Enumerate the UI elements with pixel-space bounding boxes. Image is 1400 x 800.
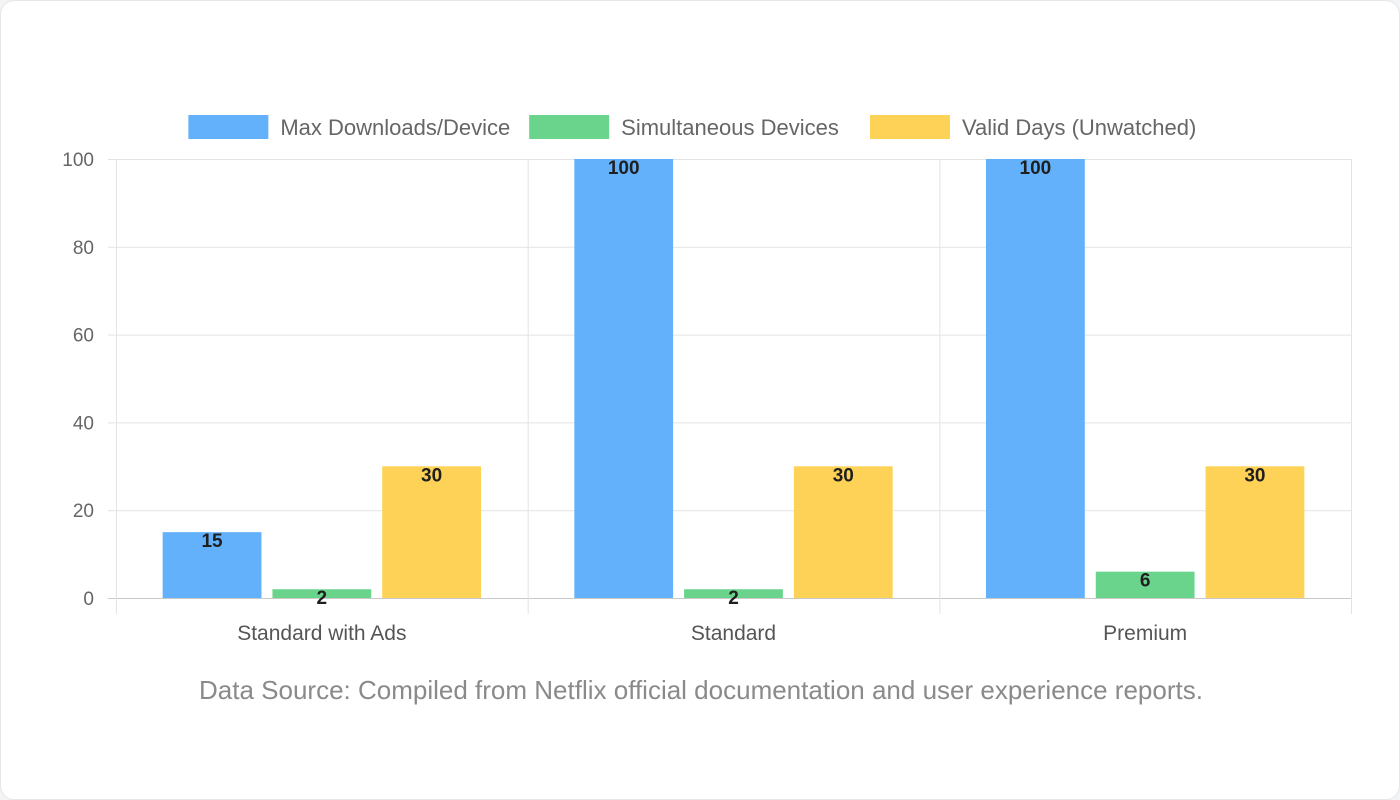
data-label: 30 bbox=[1244, 465, 1265, 486]
bar-simultaneous-devices-premium[interactable] bbox=[1095, 571, 1195, 598]
data-label: 15 bbox=[201, 531, 223, 552]
bar-simultaneous-devices-standard[interactable] bbox=[684, 589, 783, 598]
bar-max-downloads-device-standard[interactable] bbox=[574, 159, 674, 598]
bar-valid-days-unwatched-premium[interactable] bbox=[1205, 466, 1305, 598]
data-source-note: Data Source: Compiled from Netflix offic… bbox=[199, 675, 1203, 705]
y-axis-ticks: 0 20 40 60 80 100 bbox=[62, 150, 94, 610]
legend-label: Simultaneous Devices bbox=[621, 115, 839, 140]
legend-swatch bbox=[529, 115, 610, 139]
legend: Max Downloads/Device Simultaneous Devices… bbox=[188, 115, 1196, 140]
y-tick-label: 60 bbox=[73, 326, 94, 347]
bar-chart: 0 20 40 60 80 100 15 2 30 100 2 30 100 6 30 Standard … bbox=[62, 115, 1352, 645]
data-label: 30 bbox=[421, 465, 442, 486]
grid-lines bbox=[108, 159, 1352, 614]
x-tick-label: Standard with Ads bbox=[237, 622, 406, 645]
x-axis-ticks: Standard with Ads Standard Premium bbox=[237, 622, 1187, 645]
bar-valid-days-unwatched-standard-with-ads[interactable] bbox=[382, 466, 482, 598]
bar-max-downloads-device-standard-with-ads[interactable] bbox=[162, 532, 262, 598]
legend-item[interactable]: Max Downloads/Device bbox=[188, 115, 510, 140]
bar-simultaneous-devices-standard-with-ads[interactable] bbox=[272, 589, 372, 598]
x-tick-label: Standard bbox=[691, 622, 776, 645]
legend-item[interactable]: Simultaneous Devices bbox=[529, 115, 839, 140]
x-tick-label: Premium bbox=[1103, 622, 1187, 645]
data-label: 2 bbox=[728, 588, 739, 609]
legend-item[interactable]: Valid Days (Unwatched) bbox=[869, 115, 1196, 140]
y-tick-label: 80 bbox=[73, 238, 94, 259]
y-tick-label: 0 bbox=[83, 589, 94, 610]
data-label: 100 bbox=[1020, 158, 1052, 179]
data-label: 2 bbox=[317, 588, 328, 609]
bar-max-downloads-device-premium[interactable] bbox=[985, 159, 1085, 598]
legend-swatch bbox=[869, 115, 950, 139]
data-label: 30 bbox=[833, 465, 854, 486]
bars bbox=[162, 159, 1305, 598]
y-tick-label: 40 bbox=[73, 413, 94, 434]
data-label: 6 bbox=[1140, 571, 1151, 592]
y-tick-label: 20 bbox=[73, 501, 94, 522]
data-labels: 15 2 30 100 2 30 100 6 30 bbox=[201, 158, 1265, 609]
y-tick-label: 100 bbox=[62, 150, 94, 171]
legend-swatch bbox=[188, 115, 269, 139]
bar-valid-days-unwatched-standard[interactable] bbox=[793, 466, 893, 598]
data-label: 100 bbox=[608, 158, 640, 179]
legend-label: Valid Days (Unwatched) bbox=[962, 115, 1196, 140]
legend-label: Max Downloads/Device bbox=[280, 115, 510, 140]
